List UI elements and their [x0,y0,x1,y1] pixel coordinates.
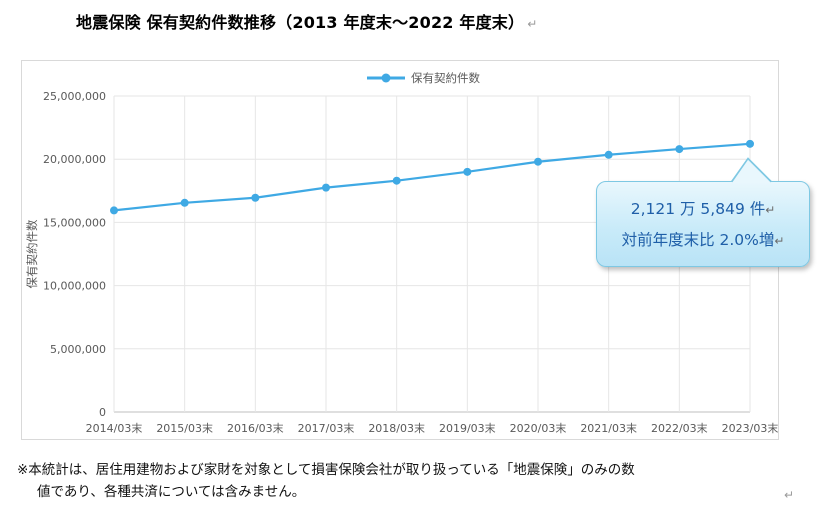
y-tick-label: 25,000,000 [43,90,106,103]
y-tick-label: 0 [99,406,106,419]
data-point [534,157,542,166]
x-tick-label: 2016/03末 [227,421,284,435]
callout-count: 2,121 万 5,849 件↵ [630,200,776,218]
callout-growth: 対前年度末比 2.0%増↵ [621,231,785,249]
x-tick-label: 2018/03末 [368,421,425,435]
x-tick-label: 2015/03末 [156,421,213,435]
data-point [675,145,684,154]
paragraph-mark-icon: ↵ [784,488,795,502]
footnote-line-2: 値であり、各種共済については含みません。 [37,484,306,500]
paragraph-mark-icon: ↵ [765,203,776,217]
data-point [110,206,118,215]
y-tick-label: 20,000,000 [43,153,106,166]
x-tick-label: 2022/03末 [651,421,708,435]
data-point [180,198,189,207]
paragraph-mark-icon: ↵ [774,234,785,248]
x-tick-label: 2019/03末 [439,421,496,435]
data-point [392,176,401,185]
x-tick-label: 2014/03末 [86,421,143,435]
x-tick-label: 2021/03末 [580,421,637,435]
footnote-line-1: ※本統計は、居住用建物および家財を対象として損害保険会社が取り扱っている「地震保… [17,462,635,478]
footnote: ※本統計は、居住用建物および家財を対象として損害保険会社が取り扱っている「地震保… [17,459,787,503]
data-point [322,183,330,192]
line-chart: 0 5,000,000 10,000,000 15,000,000 20,000,000… [25,71,779,435]
callout-box: 2,121 万 5,849 件↵ 対前年度末比 2.0%増↵ [596,181,810,267]
y-tick-label: 5,000,000 [50,343,106,356]
data-point [463,167,472,176]
y-axis-label: 保有契約件数 [25,219,39,288]
y-tick-label: 15,000,000 [43,216,106,229]
legend-label: 保有契約件数 [411,71,480,85]
series-line [113,142,751,212]
y-tick-label: 10,000,000 [43,280,106,293]
legend-marker [381,73,391,83]
page-title: 地震保険 保有契約件数推移（2013 年度末～2022 年度末） ↵ [76,13,538,32]
x-tick-label: 2020/03末 [510,421,567,435]
x-tick-label: 2023/03末 [722,421,779,435]
data-point [746,139,754,148]
paragraph-mark-icon: ↵ [527,17,538,31]
data-point [251,193,260,202]
x-tick-label: 2017/03末 [298,421,355,435]
data-point [604,150,613,159]
